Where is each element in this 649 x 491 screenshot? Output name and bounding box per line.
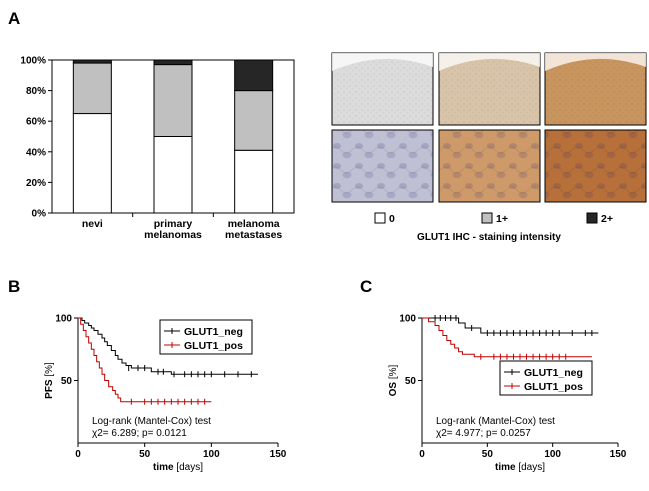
bar-segment-0 bbox=[234, 149, 274, 214]
legend-label: GLUT1_pos bbox=[184, 340, 243, 352]
km-curve-glut1_neg bbox=[78, 317, 258, 375]
ihc-tile-high-1plus bbox=[438, 129, 541, 203]
ihc-tile-high-2plus bbox=[544, 129, 647, 203]
stat-annotation: χ2= 4.977; p= 0.0257 bbox=[436, 428, 531, 439]
x-category-label: metastases bbox=[225, 229, 282, 241]
x-tick-label: 150 bbox=[610, 449, 627, 460]
x-tick-label: 100 bbox=[544, 449, 561, 460]
x-axis-label-unit: [days] bbox=[518, 462, 545, 473]
legend-swatch bbox=[374, 212, 386, 224]
legend-label: GLUT1_neg bbox=[184, 326, 243, 338]
panel-label-b: B bbox=[8, 277, 20, 296]
panel-label-c: C bbox=[360, 277, 372, 296]
x-category-label: melanoma bbox=[228, 218, 280, 230]
x-axis-label-unit: [days] bbox=[176, 462, 203, 473]
bar-segment-2plus bbox=[153, 59, 193, 66]
legend-label: GLUT1_pos bbox=[524, 381, 583, 393]
x-category-label: primary bbox=[154, 218, 193, 230]
panel-label-a: A bbox=[8, 9, 20, 28]
x-axis-label: time [days] bbox=[495, 462, 545, 473]
x-axis-label-name: time bbox=[153, 462, 176, 473]
os-kaplan-meier-plot: 0 50 100 150 50 100 time [days] OS [%] GLUT1_neg… bbox=[388, 314, 627, 474]
bar-segment-0 bbox=[72, 113, 112, 214]
bar-segment-2plus bbox=[72, 59, 112, 64]
y-tick-label: 40% bbox=[26, 147, 46, 158]
legend-box bbox=[159, 319, 253, 355]
legend-swatch bbox=[481, 212, 493, 224]
x-tick-label: 0 bbox=[75, 449, 81, 460]
y-axis-label: OS [%] bbox=[388, 364, 399, 396]
tissue-edge bbox=[545, 53, 646, 71]
tile-texture bbox=[332, 53, 433, 125]
stat-annotation: Log-rank (Mantel-Cox) test bbox=[436, 416, 555, 427]
tissue-edge bbox=[439, 53, 540, 71]
stat-annotation: Log-rank (Mantel-Cox) test bbox=[92, 416, 211, 427]
bar-segment-1plus bbox=[234, 90, 274, 151]
y-axis-label: PFS [%] bbox=[44, 362, 55, 399]
y-axis-label-name: OS bbox=[388, 379, 399, 396]
y-axis-label-unit: [%] bbox=[44, 362, 55, 377]
y-tick-label: 100 bbox=[55, 314, 72, 325]
y-tick-label: 50 bbox=[61, 376, 73, 387]
legend-label: 1+ bbox=[496, 213, 508, 225]
legend-box bbox=[499, 360, 593, 396]
y-tick-label: 50 bbox=[405, 376, 417, 387]
x-axis-label-name: time bbox=[495, 462, 518, 473]
x-category-label: melanomas bbox=[144, 229, 202, 241]
legend: GLUT1_neg GLUT1_pos bbox=[159, 319, 253, 355]
x-tick-label: 0 bbox=[419, 449, 425, 460]
legend-label: 0 bbox=[389, 213, 395, 225]
ihc-tile-high-0 bbox=[331, 129, 434, 203]
km-curve-glut1_pos bbox=[422, 317, 592, 358]
stat-annotation: χ2= 6.289; p= 0.0121 bbox=[92, 428, 187, 439]
y-tick-label: 80% bbox=[26, 86, 46, 97]
legend-label: 2+ bbox=[601, 213, 613, 225]
x-tick-label: 50 bbox=[482, 449, 494, 460]
x-tick-label: 150 bbox=[270, 449, 287, 460]
legend-swatch bbox=[586, 212, 598, 224]
y-tick-label: 60% bbox=[26, 117, 46, 128]
ihc-intensity-legend: 0 1+ 2+ bbox=[374, 212, 613, 225]
ihc-tile-low-1plus bbox=[438, 52, 541, 126]
y-tick-label: 100% bbox=[20, 56, 46, 67]
ihc-caption: GLUT1 IHC - staining intensity bbox=[417, 232, 561, 243]
bar-segment-1plus bbox=[153, 64, 193, 137]
x-tick-label: 100 bbox=[203, 449, 220, 460]
y-axis-label-unit: [%] bbox=[388, 364, 399, 379]
tile-texture bbox=[545, 53, 646, 125]
ihc-micrograph-grid bbox=[331, 52, 647, 203]
y-tick-label: 20% bbox=[26, 178, 46, 189]
y-axis-label-name: PFS bbox=[44, 377, 55, 399]
bar-segment-2plus bbox=[234, 59, 274, 92]
tile-texture bbox=[439, 130, 540, 202]
tile-texture bbox=[439, 53, 540, 125]
ihc-tile-low-2plus bbox=[544, 52, 647, 126]
bar-segment-1plus bbox=[72, 62, 112, 115]
km-curve-glut1_pos bbox=[78, 317, 212, 403]
x-category-label: nevi bbox=[82, 218, 103, 230]
x-tick-label: 50 bbox=[139, 449, 151, 460]
y-tick-label: 100 bbox=[399, 314, 416, 325]
tile-texture bbox=[545, 130, 646, 202]
y-tick-label: 0% bbox=[32, 209, 47, 220]
tissue-edge bbox=[332, 53, 433, 71]
bar-segment-0 bbox=[153, 136, 193, 214]
tile-texture bbox=[332, 130, 433, 202]
legend-label: GLUT1_neg bbox=[524, 367, 583, 379]
legend: GLUT1_neg GLUT1_pos bbox=[499, 360, 593, 396]
km-curve-glut1_neg bbox=[422, 317, 599, 334]
ihc-tile-low-0 bbox=[331, 52, 434, 126]
x-axis-label: time [days] bbox=[153, 462, 203, 473]
